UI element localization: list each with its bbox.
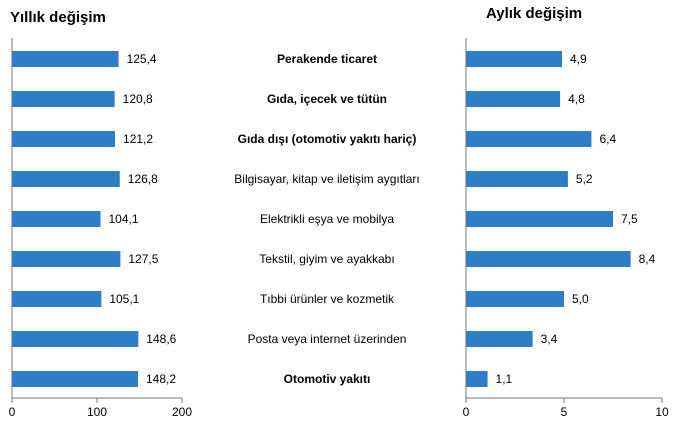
monthly-bar — [466, 51, 563, 67]
monthly-x-tick-label: 0 — [463, 405, 470, 419]
annual-change-panel: Yıllık değişim 0 100 200 125,4 120,8 121,2 126… — [9, 9, 193, 419]
monthly-bar — [466, 131, 592, 147]
monthly-value-label: 3,4 — [541, 332, 558, 346]
monthly-x-tick-label: 5 — [561, 405, 568, 419]
category-label: Otomotiv yakıtı — [284, 372, 371, 386]
annual-value-label: 121,2 — [123, 132, 153, 146]
annual-value-label: 126,8 — [128, 172, 158, 186]
monthly-x-tick-label: 10 — [655, 405, 669, 419]
annual-value-label: 148,6 — [146, 332, 176, 346]
annual-x-tick-label: 0 — [9, 405, 16, 419]
monthly-value-label: 6,4 — [599, 132, 616, 146]
category-label: Gıda dışı (otomotiv yakıtı hariç) — [238, 132, 417, 146]
monthly-value-label: 1,1 — [496, 372, 513, 386]
category-label: Perakende ticaret — [277, 52, 377, 66]
annual-x-tick-label: 200 — [172, 405, 192, 419]
monthly-bar — [466, 211, 613, 227]
annual-value-label: 104,1 — [108, 212, 138, 226]
category-label: Elektrikli eşya ve mobilya — [260, 212, 394, 226]
category-label: Bilgisayar, kitap ve iletişim aygıtları — [234, 172, 419, 186]
category-label: Gıda, içecek ve tütün — [267, 92, 387, 106]
annual-bar — [12, 331, 139, 347]
annual-value-label: 120,8 — [123, 92, 153, 106]
monthly-change-title: Aylık değişim — [486, 5, 582, 22]
monthly-value-label: 7,5 — [621, 212, 638, 226]
annual-bar — [12, 211, 101, 227]
monthly-value-label: 4,9 — [570, 52, 587, 66]
monthly-bar — [466, 91, 561, 107]
monthly-bar — [466, 331, 533, 347]
monthly-value-label: 8,4 — [639, 252, 656, 266]
monthly-value-label: 5,2 — [576, 172, 593, 186]
monthly-bar — [466, 251, 631, 267]
monthly-value-label: 4,8 — [568, 92, 585, 106]
annual-x-tick-label: 100 — [87, 405, 107, 419]
monthly-bar — [466, 291, 564, 307]
annual-bar — [12, 51, 119, 67]
annual-bar — [12, 131, 116, 147]
annual-value-label: 125,4 — [127, 52, 157, 66]
annual-bar — [12, 251, 121, 267]
annual-value-label: 148,2 — [146, 372, 176, 386]
category-label: Tıbbi ürünler ve kozmetik — [260, 292, 395, 306]
monthly-bar — [466, 371, 488, 387]
annual-bar — [12, 371, 138, 387]
annual-value-label: 127,5 — [128, 252, 158, 266]
monthly-change-panel: Aylık değişim 0 5 10 4,9 4,8 6,4 5,2 7,5 8,4 5,0 3… — [463, 5, 669, 419]
annual-value-label: 105,1 — [109, 292, 139, 306]
annual-change-title: Yıllık değişim — [10, 9, 106, 26]
category-label: Posta veya internet üzerinden — [248, 332, 407, 346]
category-label: Tekstil, giyim ve ayakkabı — [259, 252, 394, 266]
monthly-value-label: 5,0 — [572, 292, 589, 306]
annual-bar — [12, 91, 115, 107]
annual-bar — [12, 291, 102, 307]
monthly-bar — [466, 171, 568, 187]
annual-bar — [12, 171, 120, 187]
category-labels: Perakende ticaret Gıda, içecek ve tütün Gı… — [234, 52, 419, 386]
